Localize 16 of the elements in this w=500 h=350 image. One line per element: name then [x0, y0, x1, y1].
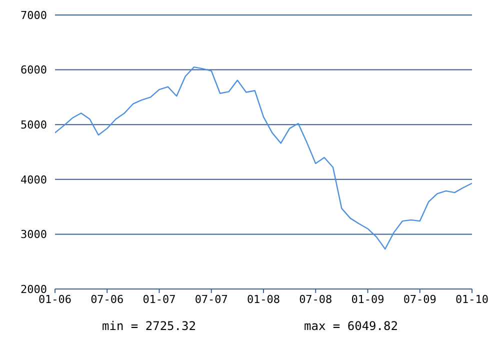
- y-tick-label: 6000: [20, 64, 47, 77]
- x-tick-label: 01-07: [142, 292, 176, 306]
- x-tick-label: 07-09: [403, 292, 436, 306]
- y-tick-label: 5000: [20, 118, 47, 132]
- y-tick-label: 4000: [20, 173, 47, 186]
- x-tick-label: 01-09: [351, 292, 384, 306]
- x-tick-label: 01-10: [455, 292, 489, 306]
- y-tick-label: 7000: [20, 8, 47, 22]
- x-tick-label: 07-06: [90, 292, 124, 306]
- x-tick-label: 01-08: [246, 292, 280, 306]
- x-tick-label: 07-07: [194, 292, 228, 306]
- text: max = 6049.82: [304, 319, 398, 333]
- text: min = 2725.32: [102, 319, 196, 333]
- line-series: [55, 66, 472, 250]
- y-tick-label: 3000: [20, 228, 47, 242]
- x-tick-label: 07-08: [299, 292, 332, 306]
